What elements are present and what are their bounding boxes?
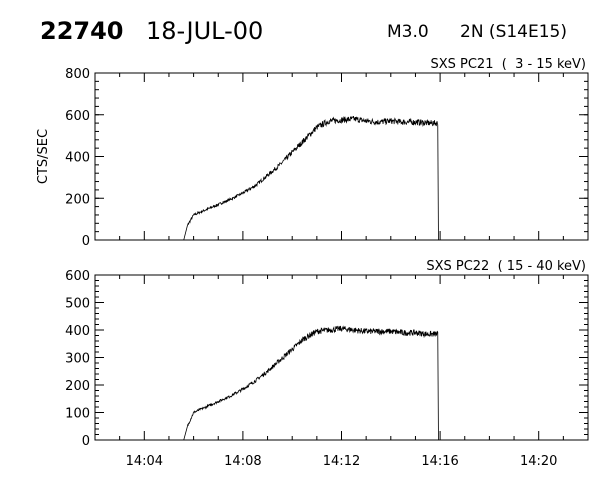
- event-date: 18-JUL-00: [146, 17, 264, 45]
- panel-label: SXS PC22 ( 15 - 40 keV): [426, 259, 586, 274]
- y-tick-label: 500: [65, 297, 90, 312]
- plot-frame: [94, 274, 589, 441]
- flare-location: 2N (S14E15): [460, 22, 567, 42]
- y-tick-label: 600: [65, 269, 90, 284]
- y-axis-label: CTS/SEC: [36, 129, 51, 184]
- series-line: [183, 116, 439, 241]
- y-tick-label: 400: [65, 151, 90, 166]
- flare-class: M3.0: [387, 22, 429, 42]
- x-tick-label: 14:08: [224, 454, 261, 469]
- y-tick-label: 400: [65, 324, 90, 339]
- y-tick-label: 0: [82, 234, 90, 249]
- series-line: [183, 325, 439, 441]
- y-tick-label: 0: [82, 434, 90, 449]
- plot-frame: [94, 72, 589, 241]
- y-tick-label: 300: [65, 352, 90, 367]
- panel-label: SXS PC21 ( 3 - 15 keV): [430, 57, 586, 72]
- y-tick-label: 800: [65, 67, 90, 82]
- y-tick-label: 200: [65, 192, 90, 207]
- x-tick-label: 14:12: [323, 454, 360, 469]
- y-tick-label: 200: [65, 379, 90, 394]
- event-number: 22740: [40, 17, 124, 45]
- x-tick-label: 14:20: [520, 454, 557, 469]
- y-tick-label: 100: [65, 407, 90, 422]
- x-tick-label: 14:16: [421, 454, 458, 469]
- y-tick-label: 600: [65, 109, 90, 124]
- x-tick-label: 14:04: [126, 454, 163, 469]
